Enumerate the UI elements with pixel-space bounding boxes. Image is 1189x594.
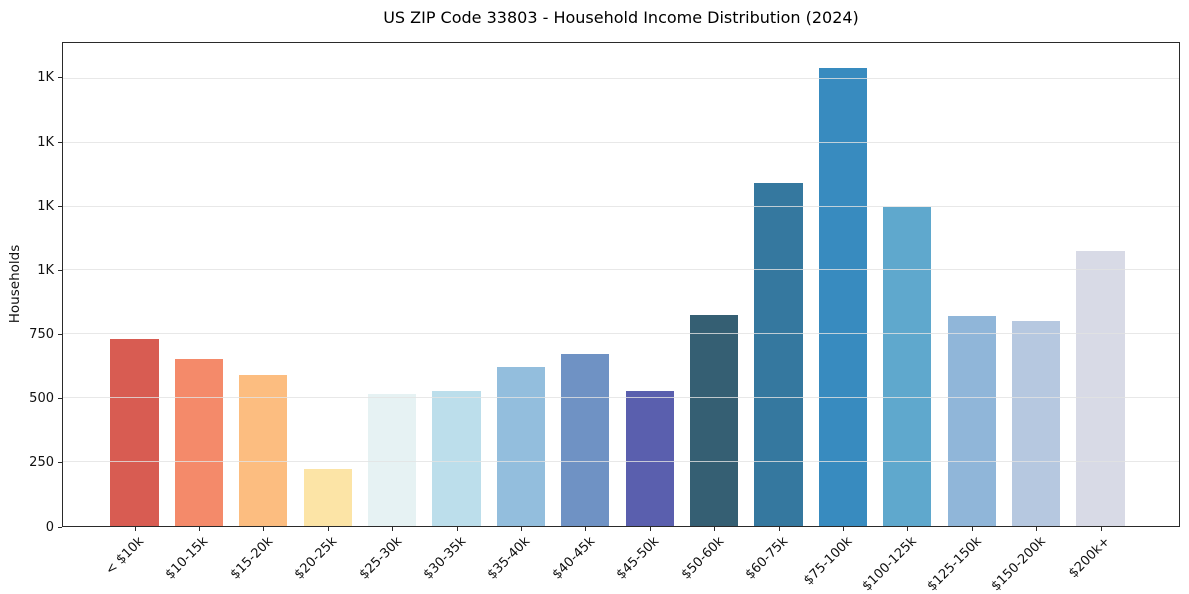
bar — [174, 358, 224, 526]
x-tick-mark — [1100, 527, 1102, 531]
x-tick-mark — [778, 527, 780, 531]
chart-title: US ZIP Code 33803 - Household Income Dis… — [383, 8, 859, 27]
gridline — [63, 333, 1179, 335]
x-tick-mark — [714, 527, 716, 531]
x-tick-mark — [1036, 527, 1038, 531]
x-tick-mark — [198, 527, 200, 531]
plot-area — [62, 42, 1180, 527]
y-tick-label: 0 — [45, 519, 54, 535]
y-tick-label: 1K — [37, 262, 54, 278]
bar — [818, 67, 868, 526]
x-tick-mark — [134, 527, 136, 531]
x-tick-label: $30-35k — [420, 534, 470, 583]
gridline — [63, 269, 1179, 271]
x-tick-label: $45-50k — [613, 534, 663, 583]
x-tick-label: $60-75k — [742, 534, 792, 583]
y-tick-mark — [58, 269, 62, 271]
bar — [496, 366, 546, 526]
x-tick-mark — [456, 527, 458, 531]
y-tick-mark — [58, 398, 62, 400]
x-tick-mark — [392, 527, 394, 531]
x-tick-label: $75-100k — [801, 534, 856, 589]
bar — [689, 314, 739, 526]
x-tick-label: $10-15k — [163, 534, 212, 583]
y-tick-label: 1K — [37, 198, 54, 214]
bar — [432, 391, 481, 526]
x-tick-mark — [971, 527, 973, 531]
gridline — [63, 397, 1179, 399]
y-tick-label: 1K — [37, 70, 54, 86]
bar — [239, 374, 288, 526]
x-tick-label: $15-20k — [227, 534, 276, 583]
y-tick-mark — [58, 205, 62, 207]
y-tick-mark — [58, 526, 62, 528]
gridline — [63, 141, 1179, 143]
x-tick-label: $150-200k — [988, 534, 1049, 594]
y-tick-mark — [58, 77, 62, 79]
y-tick-mark — [58, 334, 62, 336]
bar — [947, 316, 996, 526]
y-tick-mark — [58, 141, 62, 143]
x-tick-label: $100-125k — [859, 534, 920, 594]
y-tick-label: 500 — [29, 391, 54, 407]
x-tick-label: $200k+ — [1066, 534, 1114, 582]
gridline — [63, 205, 1179, 207]
bar — [110, 338, 159, 526]
bar — [883, 206, 932, 526]
x-tick-label: $20-25k — [291, 534, 341, 583]
bar — [1076, 251, 1125, 526]
y-tick-mark — [58, 462, 62, 464]
x-tick-label: $50-60k — [678, 534, 727, 583]
bar — [367, 393, 417, 526]
x-tick-mark — [263, 527, 265, 531]
x-tick-mark — [842, 527, 844, 531]
y-tick-label: 1K — [37, 134, 54, 150]
x-tick-label: $40-45k — [549, 534, 598, 583]
bar — [754, 183, 803, 526]
y-axis-label: Households — [7, 244, 23, 324]
x-tick-label: $25-30k — [356, 534, 405, 583]
bar — [625, 390, 674, 526]
bar — [561, 354, 610, 526]
x-tick-mark — [585, 527, 587, 531]
bar — [303, 469, 352, 526]
x-tick-label: $35-40k — [485, 534, 534, 583]
x-tick-mark — [907, 527, 909, 531]
x-tick-mark — [327, 527, 329, 531]
y-tick-label: 250 — [29, 455, 54, 471]
x-tick-label: $125-150k — [924, 534, 985, 594]
y-tick-label: 750 — [29, 327, 54, 343]
x-tick-label: < $10k — [103, 534, 148, 579]
gridline — [63, 77, 1179, 79]
x-tick-mark — [520, 527, 522, 531]
bar — [1011, 320, 1061, 526]
gridline — [63, 461, 1179, 463]
x-tick-mark — [649, 527, 651, 531]
